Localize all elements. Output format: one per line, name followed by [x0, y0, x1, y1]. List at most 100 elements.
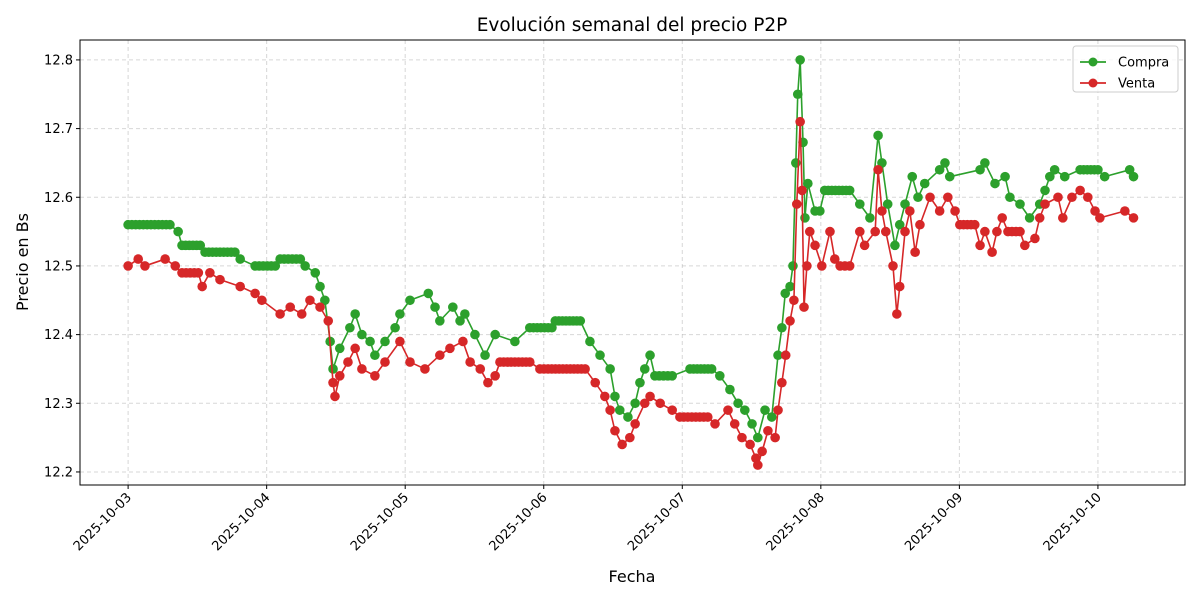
data-point: [430, 302, 440, 312]
data-point: [892, 309, 902, 319]
data-point: [803, 178, 813, 189]
data-point: [1083, 192, 1093, 203]
y-axis-label: Precio en Bs: [13, 213, 32, 311]
data-point: [900, 199, 910, 209]
data-point: [630, 419, 640, 429]
data-point: [465, 357, 475, 367]
data-point: [575, 316, 586, 326]
data-point: [1040, 199, 1050, 209]
data-point: [173, 226, 183, 237]
data-point: [605, 405, 615, 415]
y-axis: 12.2 12.3 12.4 12.5 12.6 12.7 12.8: [44, 53, 80, 480]
data-point: [795, 55, 805, 65]
data-point: [753, 432, 763, 443]
data-point: [250, 288, 260, 299]
data-point: [729, 419, 740, 429]
data-point: [600, 391, 610, 402]
series-compra: [123, 55, 1139, 443]
y-tick-label: 12.8: [44, 53, 73, 68]
data-point: [1067, 192, 1077, 203]
data-point: [950, 206, 960, 216]
data-point: [1020, 240, 1030, 251]
data-point: [992, 226, 1002, 237]
data-point: [300, 261, 310, 271]
data-point: [859, 240, 870, 251]
data-point: [1034, 213, 1045, 223]
data-point: [655, 398, 665, 409]
data-point: [395, 309, 405, 319]
y-tick-label: 12.4: [44, 328, 73, 343]
data-point: [780, 288, 791, 299]
data-point: [788, 261, 798, 271]
data-point: [1059, 171, 1070, 182]
data-point: [585, 336, 595, 347]
data-point: [1128, 171, 1139, 182]
data-point: [802, 261, 812, 271]
data-point: [980, 226, 990, 237]
data-point: [766, 412, 777, 422]
data-point: [913, 192, 923, 203]
data-point: [195, 240, 206, 251]
data-point: [667, 405, 677, 415]
data-point: [815, 206, 825, 216]
data-point: [483, 377, 493, 388]
data-point: [524, 357, 535, 367]
data-point: [630, 398, 640, 409]
data-point: [975, 240, 985, 251]
data-point: [1030, 233, 1040, 244]
data-point: [800, 213, 810, 223]
data-point: [448, 302, 458, 312]
x-tick-label: 2025-10-07: [625, 490, 689, 554]
data-point: [1024, 213, 1035, 223]
data-point: [907, 171, 918, 182]
data-point: [357, 329, 367, 340]
chart-title: Evolución semanal del precio P2P: [477, 15, 788, 36]
data-point: [1128, 213, 1139, 223]
data-point: [445, 343, 455, 354]
data-point: [777, 322, 787, 333]
data-point: [1005, 192, 1015, 203]
data-point: [702, 412, 713, 422]
data-point: [804, 226, 815, 237]
data-point: [810, 240, 820, 251]
data-point: [873, 130, 883, 141]
data-point: [763, 425, 773, 436]
data-point: [905, 206, 915, 216]
data-point: [614, 405, 625, 415]
x-axis-label: Fecha: [609, 567, 656, 586]
data-point: [737, 432, 747, 443]
data-point: [170, 261, 181, 271]
data-point: [710, 419, 720, 429]
data-point: [733, 398, 743, 409]
data-point: [490, 371, 500, 381]
data-point: [1093, 164, 1103, 175]
data-point: [877, 206, 887, 216]
data-point: [315, 281, 325, 292]
data-point: [455, 316, 465, 326]
data-point: [785, 316, 795, 326]
data-point: [894, 281, 905, 292]
data-point: [460, 309, 470, 319]
data-point: [797, 185, 807, 196]
data-point: [165, 219, 175, 230]
plot-frame: [79, 39, 1186, 486]
data-point: [760, 405, 770, 415]
data-point: [925, 192, 935, 203]
data-point: [910, 247, 920, 257]
data-point: [900, 226, 910, 237]
data-point: [123, 261, 133, 271]
data-point: [865, 213, 875, 223]
data-point: [855, 226, 865, 237]
data-point: [825, 226, 835, 237]
data-point: [617, 439, 627, 450]
data-point: [1049, 164, 1060, 175]
data-point: [310, 268, 321, 278]
y-tick-label: 12.5: [44, 259, 73, 274]
data-point: [934, 164, 945, 175]
data-point: [1015, 199, 1025, 209]
data-point: [230, 247, 240, 257]
data-point: [1120, 206, 1130, 216]
data-point: [334, 371, 345, 381]
data-point: [1015, 226, 1025, 237]
